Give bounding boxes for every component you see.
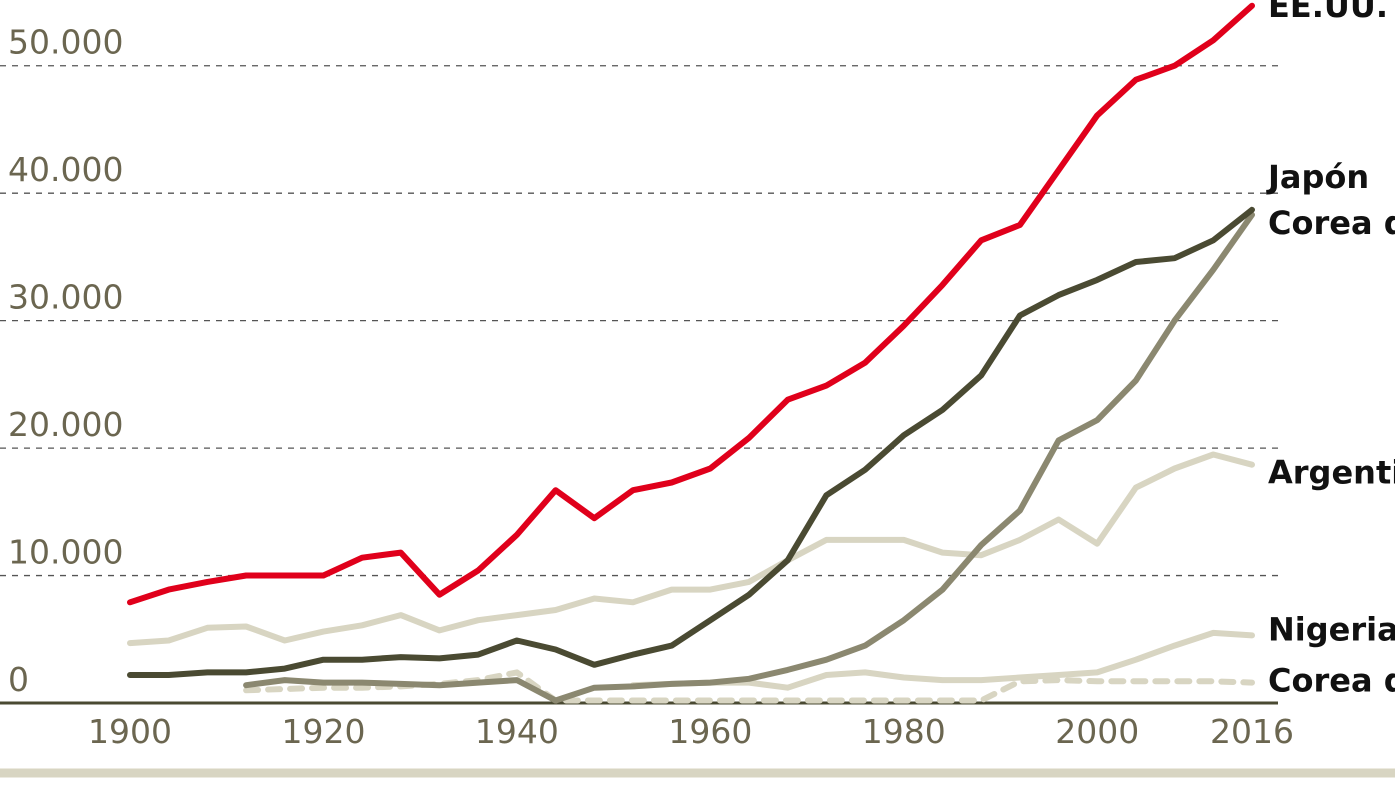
x-tick-label: 1900: [88, 712, 172, 751]
series-label: Corea del Norte: [1268, 662, 1395, 700]
series-line: [127, 206, 1255, 678]
y-tick-label: 20.000: [8, 405, 123, 444]
y-tick-label: 30.000: [8, 278, 123, 317]
series-label: EE.UU.: [1268, 0, 1388, 25]
x-tick-label: 2000: [1055, 712, 1139, 751]
y-tick-label: 0: [8, 660, 29, 699]
y-tick-label: 10.000: [8, 533, 123, 572]
y-tick-label: 40.000: [8, 150, 123, 189]
series-line: [127, 2, 1255, 606]
x-tick-label: 2016: [1210, 712, 1294, 751]
x-tick-label: 1940: [475, 712, 559, 751]
y-tick-label: 50.000: [8, 23, 123, 62]
series-line: [243, 211, 1255, 704]
series-line: [127, 451, 1255, 647]
x-tick-label: 1980: [862, 712, 946, 751]
series-label: Japón: [1266, 158, 1369, 196]
x-tick-label: 1920: [281, 712, 365, 751]
series-label: Corea del Sur: [1268, 204, 1395, 242]
series-label: Argentina: [1268, 454, 1395, 492]
x-tick-label: 1960: [668, 712, 752, 751]
series-label: Nigeria: [1268, 610, 1395, 648]
